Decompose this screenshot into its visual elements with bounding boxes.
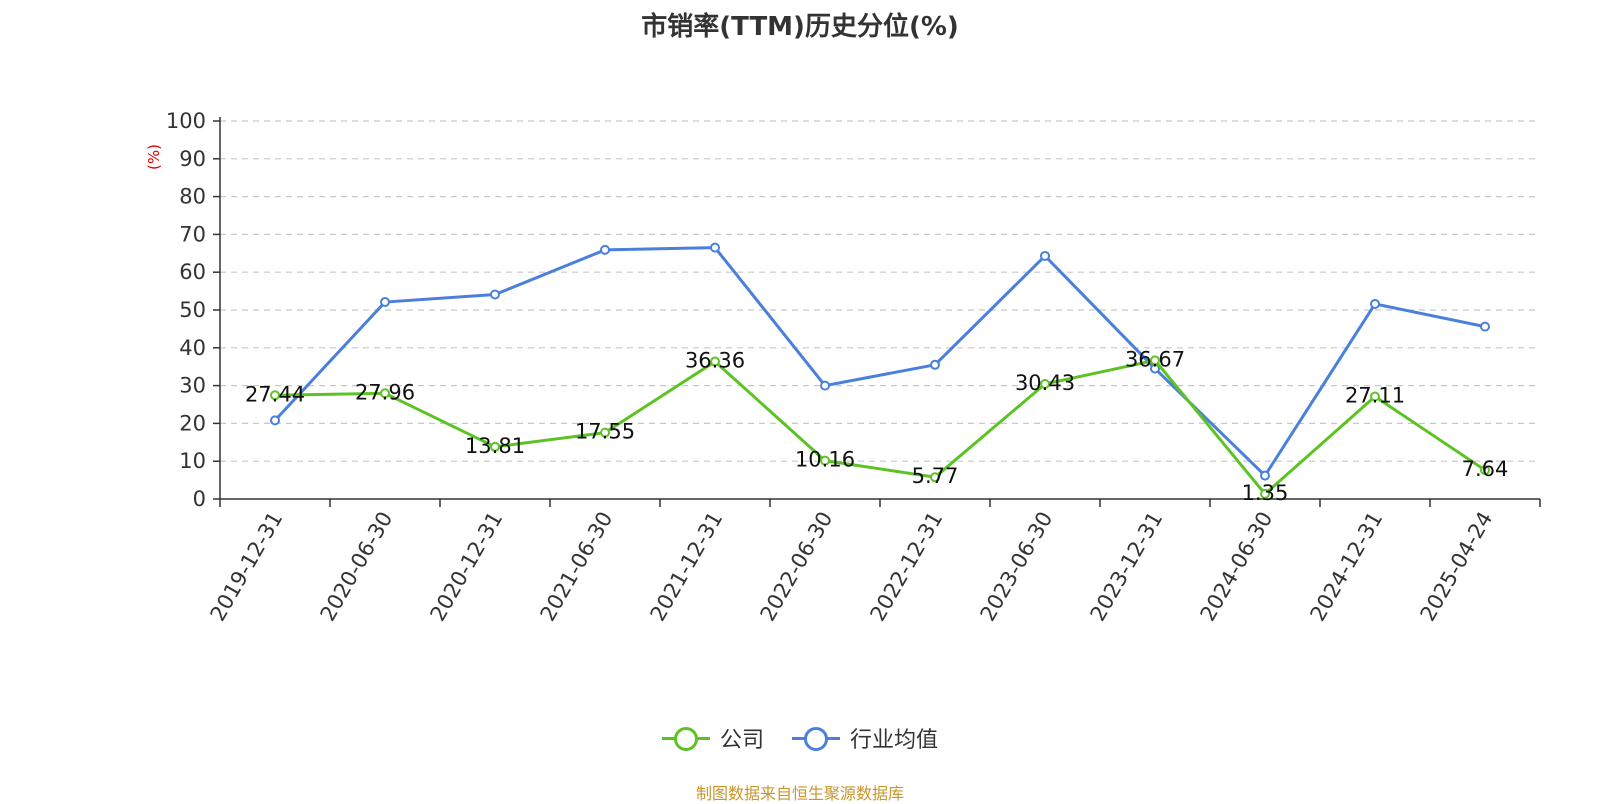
y-tick-label: 70 [179,222,206,246]
data-label: 27.44 [245,382,305,406]
y-tick-label: 50 [179,298,206,322]
data-point-0[interactable] [1480,465,1490,476]
data-point-1[interactable] [1370,298,1380,309]
data-point-0[interactable] [820,455,830,466]
x-tick-label: 2020-06-30 [316,508,398,626]
data-label: 36.36 [685,349,745,373]
data-label: 5.77 [912,464,959,488]
data-point-0[interactable] [1150,355,1160,366]
data-point-0[interactable] [490,441,500,452]
data-point-1[interactable] [270,415,280,426]
y-tick-label: 40 [179,336,206,360]
chart-title: 市销率(TTM)历史分位(%) [641,12,959,42]
series-line-1 [273,246,1486,478]
x-tick-label: 2020-12-31 [426,508,508,626]
data-point-0[interactable] [930,472,940,483]
y-tick-label: 100 [166,109,206,133]
data-point-0[interactable] [270,390,280,401]
y-tick-label: 0 [193,487,206,511]
data-label: 17.55 [575,420,635,444]
data-point-1[interactable] [820,380,830,391]
x-tick-label: 2023-06-30 [976,508,1058,626]
x-tick-label: 2022-06-30 [756,508,838,626]
data-point-1[interactable] [600,244,610,255]
data-point-1[interactable] [930,359,940,370]
data-label: 1.35 [1242,481,1289,505]
grid-lines [220,120,1540,462]
data-point-0[interactable] [710,356,720,367]
x-tick-label: 2024-12-31 [1306,508,1388,626]
y-tick-label: 20 [179,411,206,435]
legend-marker-company-icon [661,727,710,751]
x-tick-label: 2023-12-31 [1086,508,1168,626]
data-point-0[interactable] [1370,391,1380,402]
data-label: 36.67 [1125,347,1185,371]
legend-item-company[interactable]: 公司 [661,722,764,754]
data-point-1[interactable] [490,289,500,300]
y-axis-label: (%) [145,144,163,170]
data-label: 27.96 [355,380,415,404]
y-tick-label: 60 [179,260,206,284]
series [270,242,1490,499]
series-line-0 [274,358,1486,496]
x-tick-label: 2021-12-31 [646,508,728,626]
legend-label-industry-average: 行业均值 [850,728,939,753]
legend-item-industry-average[interactable]: 行业均值 [792,722,938,754]
data-labels: 27.44 27.96 13.81 17.55 36.36 10.16 5.77 30.43 3… [245,347,1508,505]
y-tick-label: 80 [179,185,206,209]
y-tick-label: 10 [179,449,206,473]
data-label: 30.43 [1015,371,1075,395]
data-point-0[interactable] [1040,378,1050,389]
y-tick-label: 90 [179,147,206,171]
x-tick-label: 2025-04-24 [1416,508,1498,626]
data-source-note: 制图数据来自恒生聚源数据库 [695,784,904,803]
data-label: 10.16 [795,448,855,472]
data-point-1[interactable] [380,297,390,308]
x-tick-label: 2021-06-30 [536,508,618,626]
data-point-0[interactable] [380,388,390,399]
data-label: 27.11 [1345,384,1405,408]
legend: 公司 行业均值 [0,722,1600,754]
data-label: 13.81 [465,434,525,458]
x-tick-label: 2019-12-31 [206,508,288,626]
data-point-0[interactable] [1260,488,1270,499]
legend-label-company: 公司 [719,728,764,753]
legend-marker-industry-icon [792,727,840,751]
line-chart: 0 10 20 30 40 50 60 70 80 90 100 2019-12-31 2020-06-… [145,109,1541,626]
data-point-1[interactable] [1040,250,1050,261]
y-tick-label: 30 [179,374,206,398]
data-label: 7.64 [1462,457,1509,481]
data-point-1[interactable] [1480,321,1490,332]
data-point-0[interactable] [600,427,610,438]
data-point-1[interactable] [1260,470,1270,481]
data-point-1[interactable] [710,242,720,253]
x-tick-label: 2024-06-30 [1196,508,1278,626]
x-tick-label: 2022-12-31 [866,508,948,626]
